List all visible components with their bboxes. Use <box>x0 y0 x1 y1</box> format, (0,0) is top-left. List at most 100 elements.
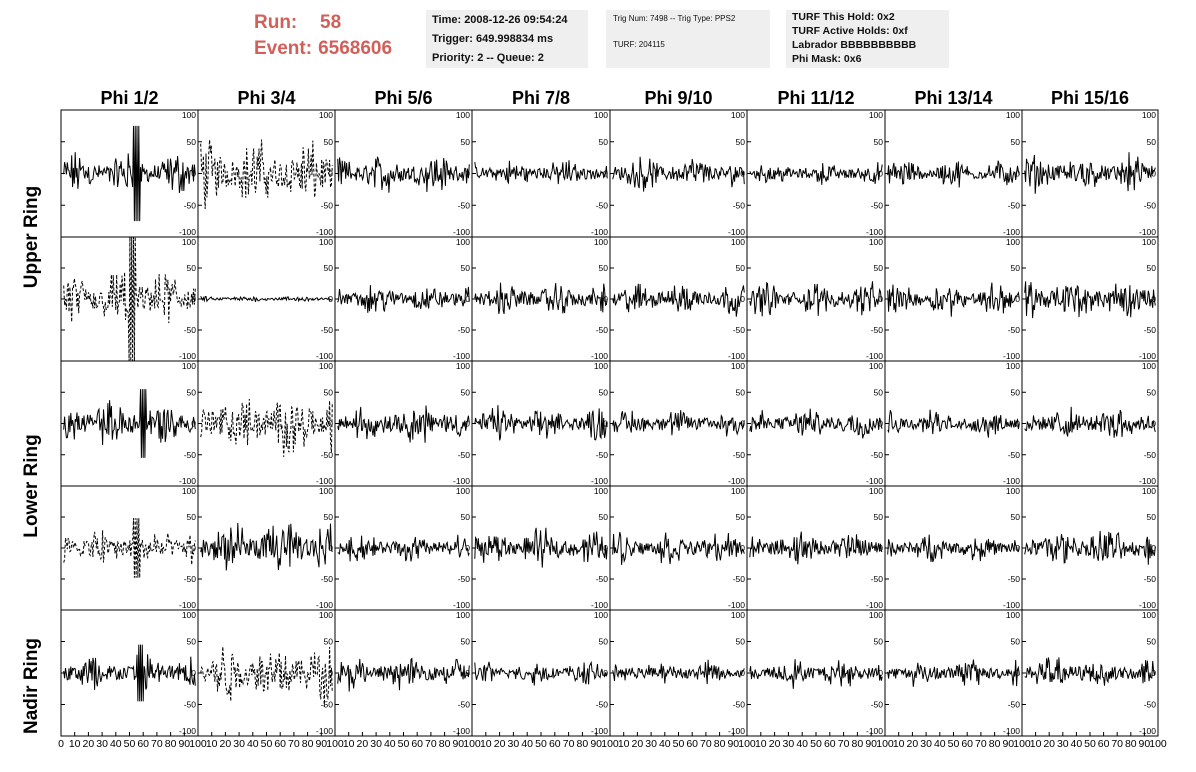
waveform-r5-c4 <box>474 660 608 686</box>
time-text: Time: 2008-12-26 09:54:24 <box>432 14 568 26</box>
turf-text: TURF: 204115 <box>613 40 665 49</box>
waveform-r4-c5 <box>612 531 745 565</box>
x-tick-label: 10 <box>206 738 218 750</box>
x-tick-label: 10 <box>1030 738 1042 750</box>
y-tick-label: 100 <box>731 110 745 120</box>
waveform-r3-c5 <box>612 410 745 437</box>
y-tick-label: 50 <box>736 387 746 397</box>
y-tick-label: -50 <box>1144 325 1157 335</box>
y-tick-label: 50 <box>736 512 746 522</box>
ring-label-lower: Lower Ring <box>21 434 42 537</box>
y-tick-label: -100 <box>1003 476 1020 486</box>
y-tick-label: -50 <box>733 325 746 335</box>
waveform-r2-c7 <box>887 282 1020 317</box>
y-tick-label: 0 <box>1015 294 1020 304</box>
y-tick-label: -50 <box>458 325 471 335</box>
y-tick-label: 100 <box>731 610 745 620</box>
x-tick-label: 20 <box>769 738 781 750</box>
waveform-r1-c6 <box>749 162 883 185</box>
waveform-r1-c1 <box>63 125 196 222</box>
y-tick-label: 50 <box>1147 263 1157 273</box>
event-label: Event: <box>254 38 313 59</box>
y-tick-label: 100 <box>731 486 745 496</box>
y-tick-label: 50 <box>324 637 334 647</box>
x-tick-label: 30 <box>920 738 932 750</box>
y-tick-label: 0 <box>740 294 745 304</box>
waveform-r1-c4 <box>474 160 608 185</box>
x-tick-label: 90 <box>1002 738 1014 750</box>
panel-frame-r3-c2 <box>197 360 336 487</box>
ring-label-upper: Upper Ring <box>21 186 42 288</box>
y-tick-label: 50 <box>874 512 884 522</box>
y-tick-label: -100 <box>728 227 745 237</box>
x-tick-label: 10 <box>755 738 767 750</box>
y-tick-label: 50 <box>461 137 471 147</box>
y-tick-label: -50 <box>733 574 746 584</box>
y-tick-label: 0 <box>328 419 333 429</box>
waveform-r5-c6 <box>749 659 883 689</box>
x-tick-label: 80 <box>989 738 1001 750</box>
x-tick-label: 100 <box>876 738 894 750</box>
y-tick-label: -100 <box>1139 726 1156 736</box>
y-tick-label: -100 <box>728 600 745 610</box>
y-tick-label: -100 <box>866 227 883 237</box>
x-tick-label: 60 <box>961 738 973 750</box>
x-tick-label: 40 <box>659 738 671 750</box>
y-tick-label: -100 <box>316 351 333 361</box>
y-tick-label: 50 <box>1011 637 1021 647</box>
y-tick-label: 100 <box>1142 361 1156 371</box>
waveform-r2-c8 <box>1024 281 1156 319</box>
panel-frame-r4-c1 <box>60 485 199 611</box>
y-tick-label: 50 <box>1147 512 1157 522</box>
waveform-r2-c1 <box>63 236 196 362</box>
y-tick-label: -50 <box>458 450 471 460</box>
run-value: 58 <box>320 12 342 33</box>
waveform-r4-c7 <box>887 534 1020 563</box>
column-header-4: Phi 7/8 <box>512 88 570 108</box>
y-tick-label: -50 <box>1008 200 1021 210</box>
y-tick-label: -50 <box>1144 700 1157 710</box>
x-tick-label: 90 <box>1139 738 1151 750</box>
x-tick-label: 60 <box>274 738 286 750</box>
y-tick-label: 0 <box>740 668 745 678</box>
y-tick-label: -50 <box>596 574 609 584</box>
y-tick-label: -100 <box>179 600 196 610</box>
y-tick-label: 100 <box>731 237 745 247</box>
y-tick-label: 100 <box>182 486 196 496</box>
y-tick-label: -100 <box>453 600 470 610</box>
y-tick-label: -50 <box>733 700 746 710</box>
y-tick-label: -100 <box>453 726 470 736</box>
y-tick-label: -100 <box>728 351 745 361</box>
y-tick-label: 50 <box>874 387 884 397</box>
y-tick-label: -100 <box>728 726 745 736</box>
y-tick-label: 50 <box>187 137 197 147</box>
y-tick-label: 100 <box>1006 486 1020 496</box>
y-tick-label: 0 <box>1151 543 1156 553</box>
waveform-r3-c7 <box>887 409 1020 438</box>
y-tick-label: -50 <box>596 700 609 710</box>
x-tick-label: 90 <box>452 738 464 750</box>
waveform-r1-c2 <box>200 139 333 210</box>
y-tick-label: 50 <box>461 637 471 647</box>
y-tick-label: 50 <box>187 637 197 647</box>
y-tick-label: 100 <box>1142 237 1156 247</box>
waveform-r5-c8 <box>1024 657 1156 686</box>
y-tick-label: -100 <box>316 227 333 237</box>
x-tick-label: 60 <box>824 738 836 750</box>
y-tick-label: 100 <box>594 610 608 620</box>
x-tick-label: 50 <box>261 738 273 750</box>
y-tick-label: 100 <box>319 610 333 620</box>
x-tick-label: 50 <box>124 738 136 750</box>
waveform-r2-c6 <box>749 281 883 317</box>
y-tick-label: 100 <box>319 110 333 120</box>
x-tick-label: 30 <box>1057 738 1069 750</box>
x-tick-label: 40 <box>110 738 122 750</box>
y-tick-label: 0 <box>1151 169 1156 179</box>
x-tick-label: 80 <box>577 738 589 750</box>
x-tick-label: 60 <box>411 738 423 750</box>
y-tick-label: -100 <box>179 227 196 237</box>
waveform-r4-c6 <box>749 531 883 565</box>
x-tick-label: 80 <box>439 738 451 750</box>
ring-label-nadir: Nadir Ring <box>21 638 42 734</box>
